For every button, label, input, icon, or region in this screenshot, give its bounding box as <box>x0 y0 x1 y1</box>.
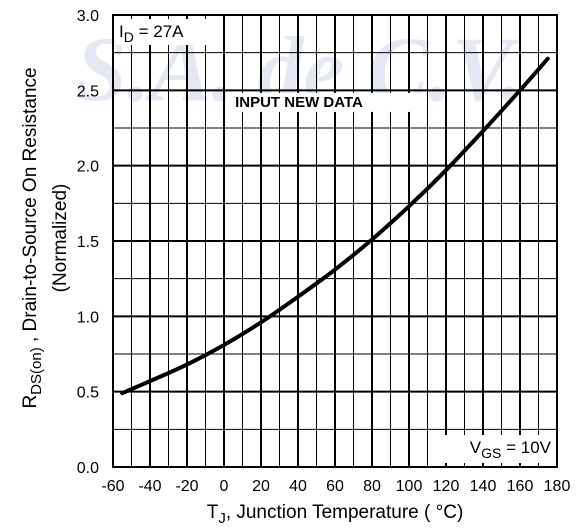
x-tick-label: -60 <box>101 478 124 495</box>
y-tick-label: 1.5 <box>77 234 99 251</box>
y-tick-label: 0.5 <box>77 385 99 402</box>
x-tick-label: 20 <box>252 478 270 495</box>
x-tick-label: 0 <box>220 478 229 495</box>
annotation-text: INPUT NEW DATA <box>235 94 363 111</box>
y-tick-label: 3.0 <box>77 8 99 25</box>
x-tick-label: 100 <box>396 478 423 495</box>
x-tick-label: 80 <box>363 478 381 495</box>
condition-vgs-label: VGS = 10V <box>470 438 552 461</box>
x-tick-label: 180 <box>544 478 571 495</box>
condition-id-label: ID = 27A <box>119 22 184 45</box>
y-axis-title-line2: (Normalized) <box>50 184 71 293</box>
plot-frame <box>112 14 558 468</box>
x-tick-label: 120 <box>433 478 460 495</box>
condition-vgs-background <box>442 435 554 463</box>
x-axis-title: TJ, Junction Temperature ( °C) <box>207 502 464 527</box>
y-tick-label: 1.0 <box>77 309 99 326</box>
y-tick-label: 2.0 <box>77 159 99 176</box>
series-line <box>120 56 550 396</box>
x-tick-label: -20 <box>175 478 198 495</box>
x-tick-label: 160 <box>507 478 534 495</box>
x-tick-label: -40 <box>138 478 161 495</box>
x-tick-label: 40 <box>289 478 307 495</box>
annotation-background <box>233 92 424 112</box>
y-axis-title: RDS(on) , Drain-to-Source On Resistance <box>20 67 45 408</box>
condition-id-background <box>115 19 207 45</box>
y-tick-label: 0.0 <box>77 460 99 477</box>
y-tick-label: 2.5 <box>77 83 99 100</box>
x-tick-label: 60 <box>326 478 344 495</box>
x-tick-label: 140 <box>470 478 497 495</box>
